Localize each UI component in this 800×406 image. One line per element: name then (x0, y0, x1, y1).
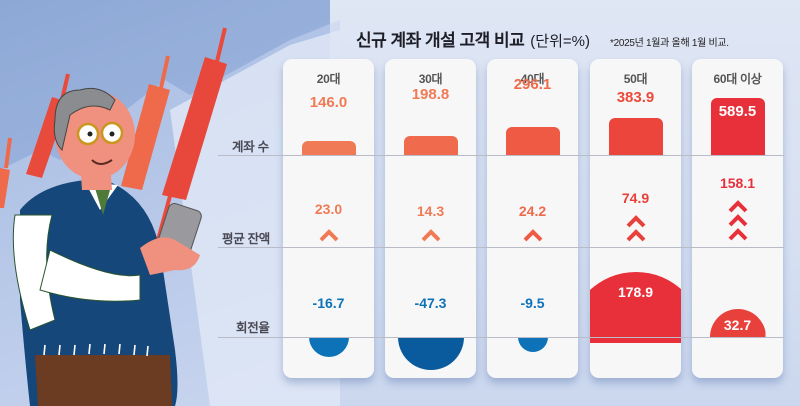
accounts-bar (505, 127, 560, 155)
row-label-turnover: 회전율 (236, 321, 270, 335)
balance-value: 14.3 (416, 203, 445, 219)
chart-unit: (단위=%) (530, 33, 590, 50)
investor-illustration (0, 27, 227, 406)
group-label: 50대 (623, 72, 648, 86)
accounts-bar (301, 141, 356, 155)
chart-title: 신규 계좌 개설 고객 비교 (356, 31, 525, 50)
row-divider-balance (218, 247, 784, 248)
turnover-semicircle (397, 337, 464, 370)
turnover-value: 32.7 (723, 317, 752, 333)
double-chevron-up-icon (626, 215, 645, 242)
accounts-value: 383.9 (616, 89, 655, 106)
accounts-bar (608, 118, 663, 155)
triple-chevron-up-icon (728, 200, 747, 241)
row-label-accounts: 계좌 수 (232, 140, 269, 154)
group-card-20s: 20대 146.0 23.0 -16.7 (283, 59, 374, 378)
row-divider-turnover (218, 337, 784, 338)
group-card-30s: 30대 198.8 14.3 -47.3 (385, 59, 476, 378)
balance-value: 158.1 (719, 175, 756, 191)
row-divider-accounts (218, 155, 784, 156)
turnover-value: -9.5 (520, 295, 545, 311)
accounts-value: 296.1 (513, 76, 552, 93)
chart-header: 신규 계좌 개설 고객 비교 (단위=%) *2025년 1월과 올해 1월 비… (356, 26, 729, 51)
chevron-up-icon (523, 229, 542, 242)
group-card-60s-plus: 60대 이상 589.5 158.1 32.7 (692, 59, 783, 378)
turnover-semicircle (308, 337, 349, 357)
group-card-50s: 50대 383.9 74.9 178.9 (590, 59, 681, 378)
group-label: 20대 (316, 72, 341, 86)
turnover-semicircle (590, 272, 681, 343)
turnover-value: -47.3 (414, 295, 447, 311)
turnover-semicircle (517, 337, 548, 352)
group-label: 30대 (418, 72, 443, 86)
accounts-bar (710, 98, 765, 155)
chevron-up-icon (421, 229, 440, 242)
turnover-value: 178.9 (617, 284, 654, 300)
row-label-balance: 평균 잔액 (222, 232, 270, 246)
chart-note: *2025년 1월과 올해 1월 비교. (610, 38, 729, 49)
balance-value: 74.9 (621, 190, 650, 206)
balance-value: 24.2 (518, 203, 547, 219)
balance-value: 23.0 (314, 201, 343, 217)
accounts-value: 146.0 (309, 94, 348, 111)
group-card-40s: 40대 296.1 24.2 -9.5 (487, 59, 578, 378)
turnover-value: -16.7 (312, 295, 345, 311)
chevron-up-icon (319, 229, 338, 242)
accounts-bar (403, 136, 458, 155)
group-label: 60대 이상 (713, 72, 762, 86)
accounts-value: 589.5 (718, 103, 757, 120)
group-label: 40대 (520, 72, 545, 86)
accounts-value: 198.8 (411, 86, 450, 103)
